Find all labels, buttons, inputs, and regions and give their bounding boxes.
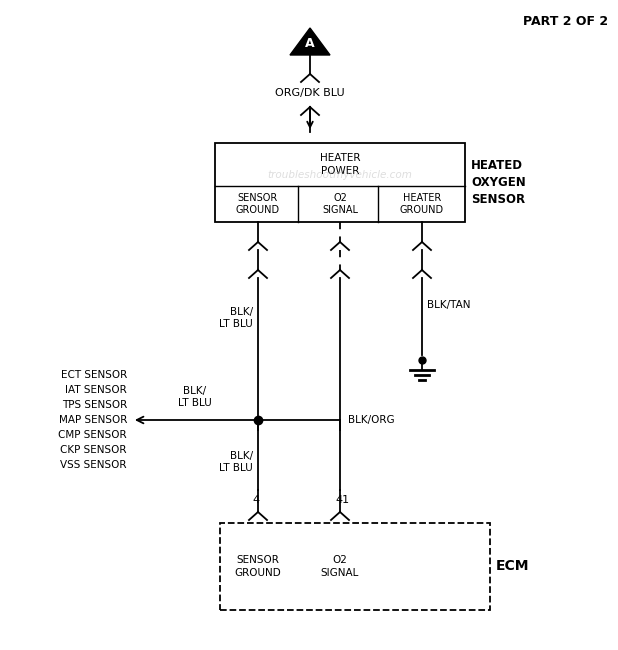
FancyBboxPatch shape <box>215 143 465 222</box>
Text: HEATER
GROUND: HEATER GROUND <box>400 193 444 215</box>
Text: PART 2 OF 2: PART 2 OF 2 <box>523 15 608 28</box>
Text: SENSOR
GROUND: SENSOR GROUND <box>235 555 281 578</box>
Text: BLK/
LT BLU: BLK/ LT BLU <box>178 385 212 408</box>
Text: ECM: ECM <box>496 560 530 573</box>
Text: BLK/
LT BLU: BLK/ LT BLU <box>219 451 253 473</box>
Text: CKP SENSOR: CKP SENSOR <box>61 445 127 455</box>
Text: HEATER
POWER: HEATER POWER <box>320 153 360 176</box>
Text: O2
SIGNAL: O2 SIGNAL <box>322 193 358 215</box>
Text: TPS SENSOR: TPS SENSOR <box>62 400 127 410</box>
Text: IAT SENSOR: IAT SENSOR <box>66 385 127 395</box>
Text: MAP SENSOR: MAP SENSOR <box>59 415 127 425</box>
Text: 41: 41 <box>335 495 349 505</box>
Polygon shape <box>290 28 330 55</box>
Text: ORG/DK BLU: ORG/DK BLU <box>275 88 345 98</box>
Text: VSS SENSOR: VSS SENSOR <box>61 460 127 470</box>
Text: BLK/ORG: BLK/ORG <box>348 415 395 425</box>
Text: O2
SIGNAL: O2 SIGNAL <box>321 555 359 578</box>
Text: ECT SENSOR: ECT SENSOR <box>61 370 127 380</box>
Text: A: A <box>305 37 315 50</box>
Text: SENSOR
GROUND: SENSOR GROUND <box>236 193 280 215</box>
Text: CMP SENSOR: CMP SENSOR <box>58 430 127 440</box>
Text: BLK/
LT BLU: BLK/ LT BLU <box>219 307 253 329</box>
Text: 4: 4 <box>252 495 260 505</box>
Text: HEATED
OXYGEN
SENSOR: HEATED OXYGEN SENSOR <box>471 159 526 206</box>
Text: troubleshootmyvehicle.com: troubleshootmyvehicle.com <box>268 170 412 180</box>
Text: BLK/TAN: BLK/TAN <box>427 300 470 310</box>
FancyBboxPatch shape <box>220 523 490 610</box>
